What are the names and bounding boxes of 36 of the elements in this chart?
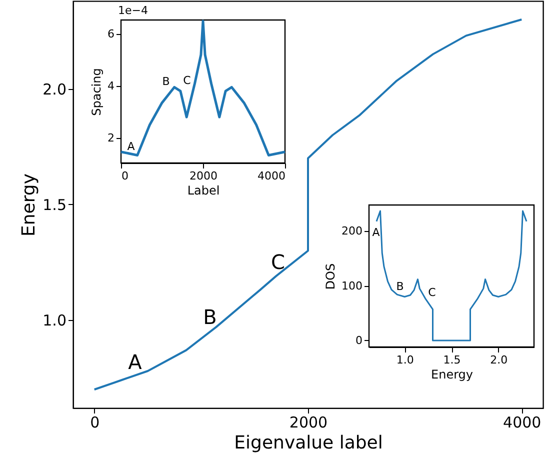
annotation: C [271,250,285,274]
annotation: A [127,140,136,153]
annotation: B [396,280,404,293]
annotation: A [372,226,380,239]
y-tick-label: 2 [108,131,114,144]
x-tick-label: 4000 [258,170,286,182]
y-axis-title: Spacing [90,68,104,116]
x-tick-label: 2.0 [490,354,508,366]
x-tick-label: 2000 [190,170,218,182]
x-axis-title: Label [187,184,220,198]
annotation: C [428,286,436,299]
x-axis-title: Energy [430,368,474,382]
x-tick-label: 0 [122,170,128,182]
y-axis-title: Energy [18,173,40,237]
y-tick-label: 1.5 [42,196,66,214]
x-tick-label: 2000 [289,414,328,432]
annotation: 1e−4 [118,4,148,17]
x-tick-label: 1.5 [443,354,461,366]
x-axis-title: Eigenvalue label [234,432,383,454]
x-tick-label: 0 [90,414,100,432]
y-tick-label: 100 [342,279,362,292]
y-axis-title: DOS [324,263,338,290]
line-series [93,18,523,390]
y-tick-label: 0 [356,334,362,347]
y-tick-label: 2.0 [42,80,66,98]
line-series [120,20,286,156]
annotation: B [162,75,170,88]
annotation: C [183,74,192,87]
y-tick-label: 200 [342,224,362,238]
y-tick-label: 4 [108,79,114,92]
x-tick-label: 1.0 [396,354,414,366]
annotation: A [128,350,142,374]
x-tick-label: 4000 [503,414,542,432]
y-tick-label: 1.0 [42,312,66,330]
y-tick-label: 6 [108,28,114,41]
annotation: B [203,305,217,329]
